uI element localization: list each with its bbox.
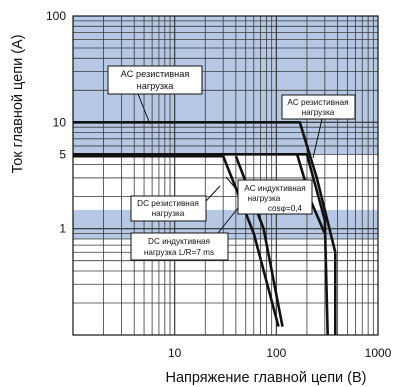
y-tick-labels: 100 10 5 1 (46, 9, 66, 236)
callouts (107, 65, 356, 261)
callout-box-ac-resistive-1 (107, 65, 203, 95)
x-tick-labels: 10 100 1000 (168, 346, 392, 360)
x-tick-label: 1000 (365, 346, 392, 360)
y-tick-label: 5 (59, 147, 66, 161)
x-axis-label: Напряжение главной цепи (В) (165, 370, 366, 386)
curves (73, 121, 337, 335)
callout-box-ac-inductive (237, 179, 313, 215)
annotation-dc-resistive-line2: нагрузка (152, 209, 185, 218)
callout-box-dc-inductive (130, 232, 229, 261)
x-tick-label: 100 (266, 346, 286, 360)
annotation-ac-resistive-1-line2: нагрузка (137, 81, 175, 91)
callout-leader-dc-resistive (205, 185, 221, 202)
callout-texts: AC резистивная нагрузка AC резистивная н… (121, 69, 349, 257)
annotation-dc-inductive-line1: DC индуктивная (148, 237, 210, 246)
plot-frame (72, 15, 379, 336)
annotation-cos-phi: cosφ=0,4 (268, 204, 303, 213)
annotation-dc-inductive-line2: нагрузка L/R=7 ms (144, 248, 214, 257)
annotation-ac-inductive-line1: AC индуктивная (244, 184, 305, 193)
annotation-ac-resistive-2-line1: AC резистивная (287, 98, 348, 107)
callout-leader-ac-resistive-1 (137, 93, 151, 125)
callout-box-ac-resistive-2 (281, 94, 356, 120)
callout-leader-ac-inductive (225, 176, 239, 192)
y-tick-label: 10 (53, 115, 67, 129)
series-line-1 (73, 153, 329, 335)
annotation-dc-resistive-line1: DC резистивная (137, 199, 199, 208)
annotation-ac-resistive-2-line2: нагрузка (302, 108, 335, 117)
series-line-0 (73, 121, 337, 335)
callout-leader-dc-inductive (217, 207, 239, 234)
x-tick-label: 10 (168, 346, 182, 360)
y-tick-label: 100 (46, 9, 66, 23)
y-tick-label: 1 (59, 222, 66, 236)
y-axis-label: Ток главной цепи (А) (10, 34, 26, 173)
annotation-ac-resistive-1-line1: AC резистивная (121, 69, 190, 79)
annotation-ac-inductive-line2: нагрузка (248, 194, 281, 203)
callout-box-dc-resistive (130, 195, 207, 222)
callout-leader-ac-resistive-2 (312, 118, 323, 159)
